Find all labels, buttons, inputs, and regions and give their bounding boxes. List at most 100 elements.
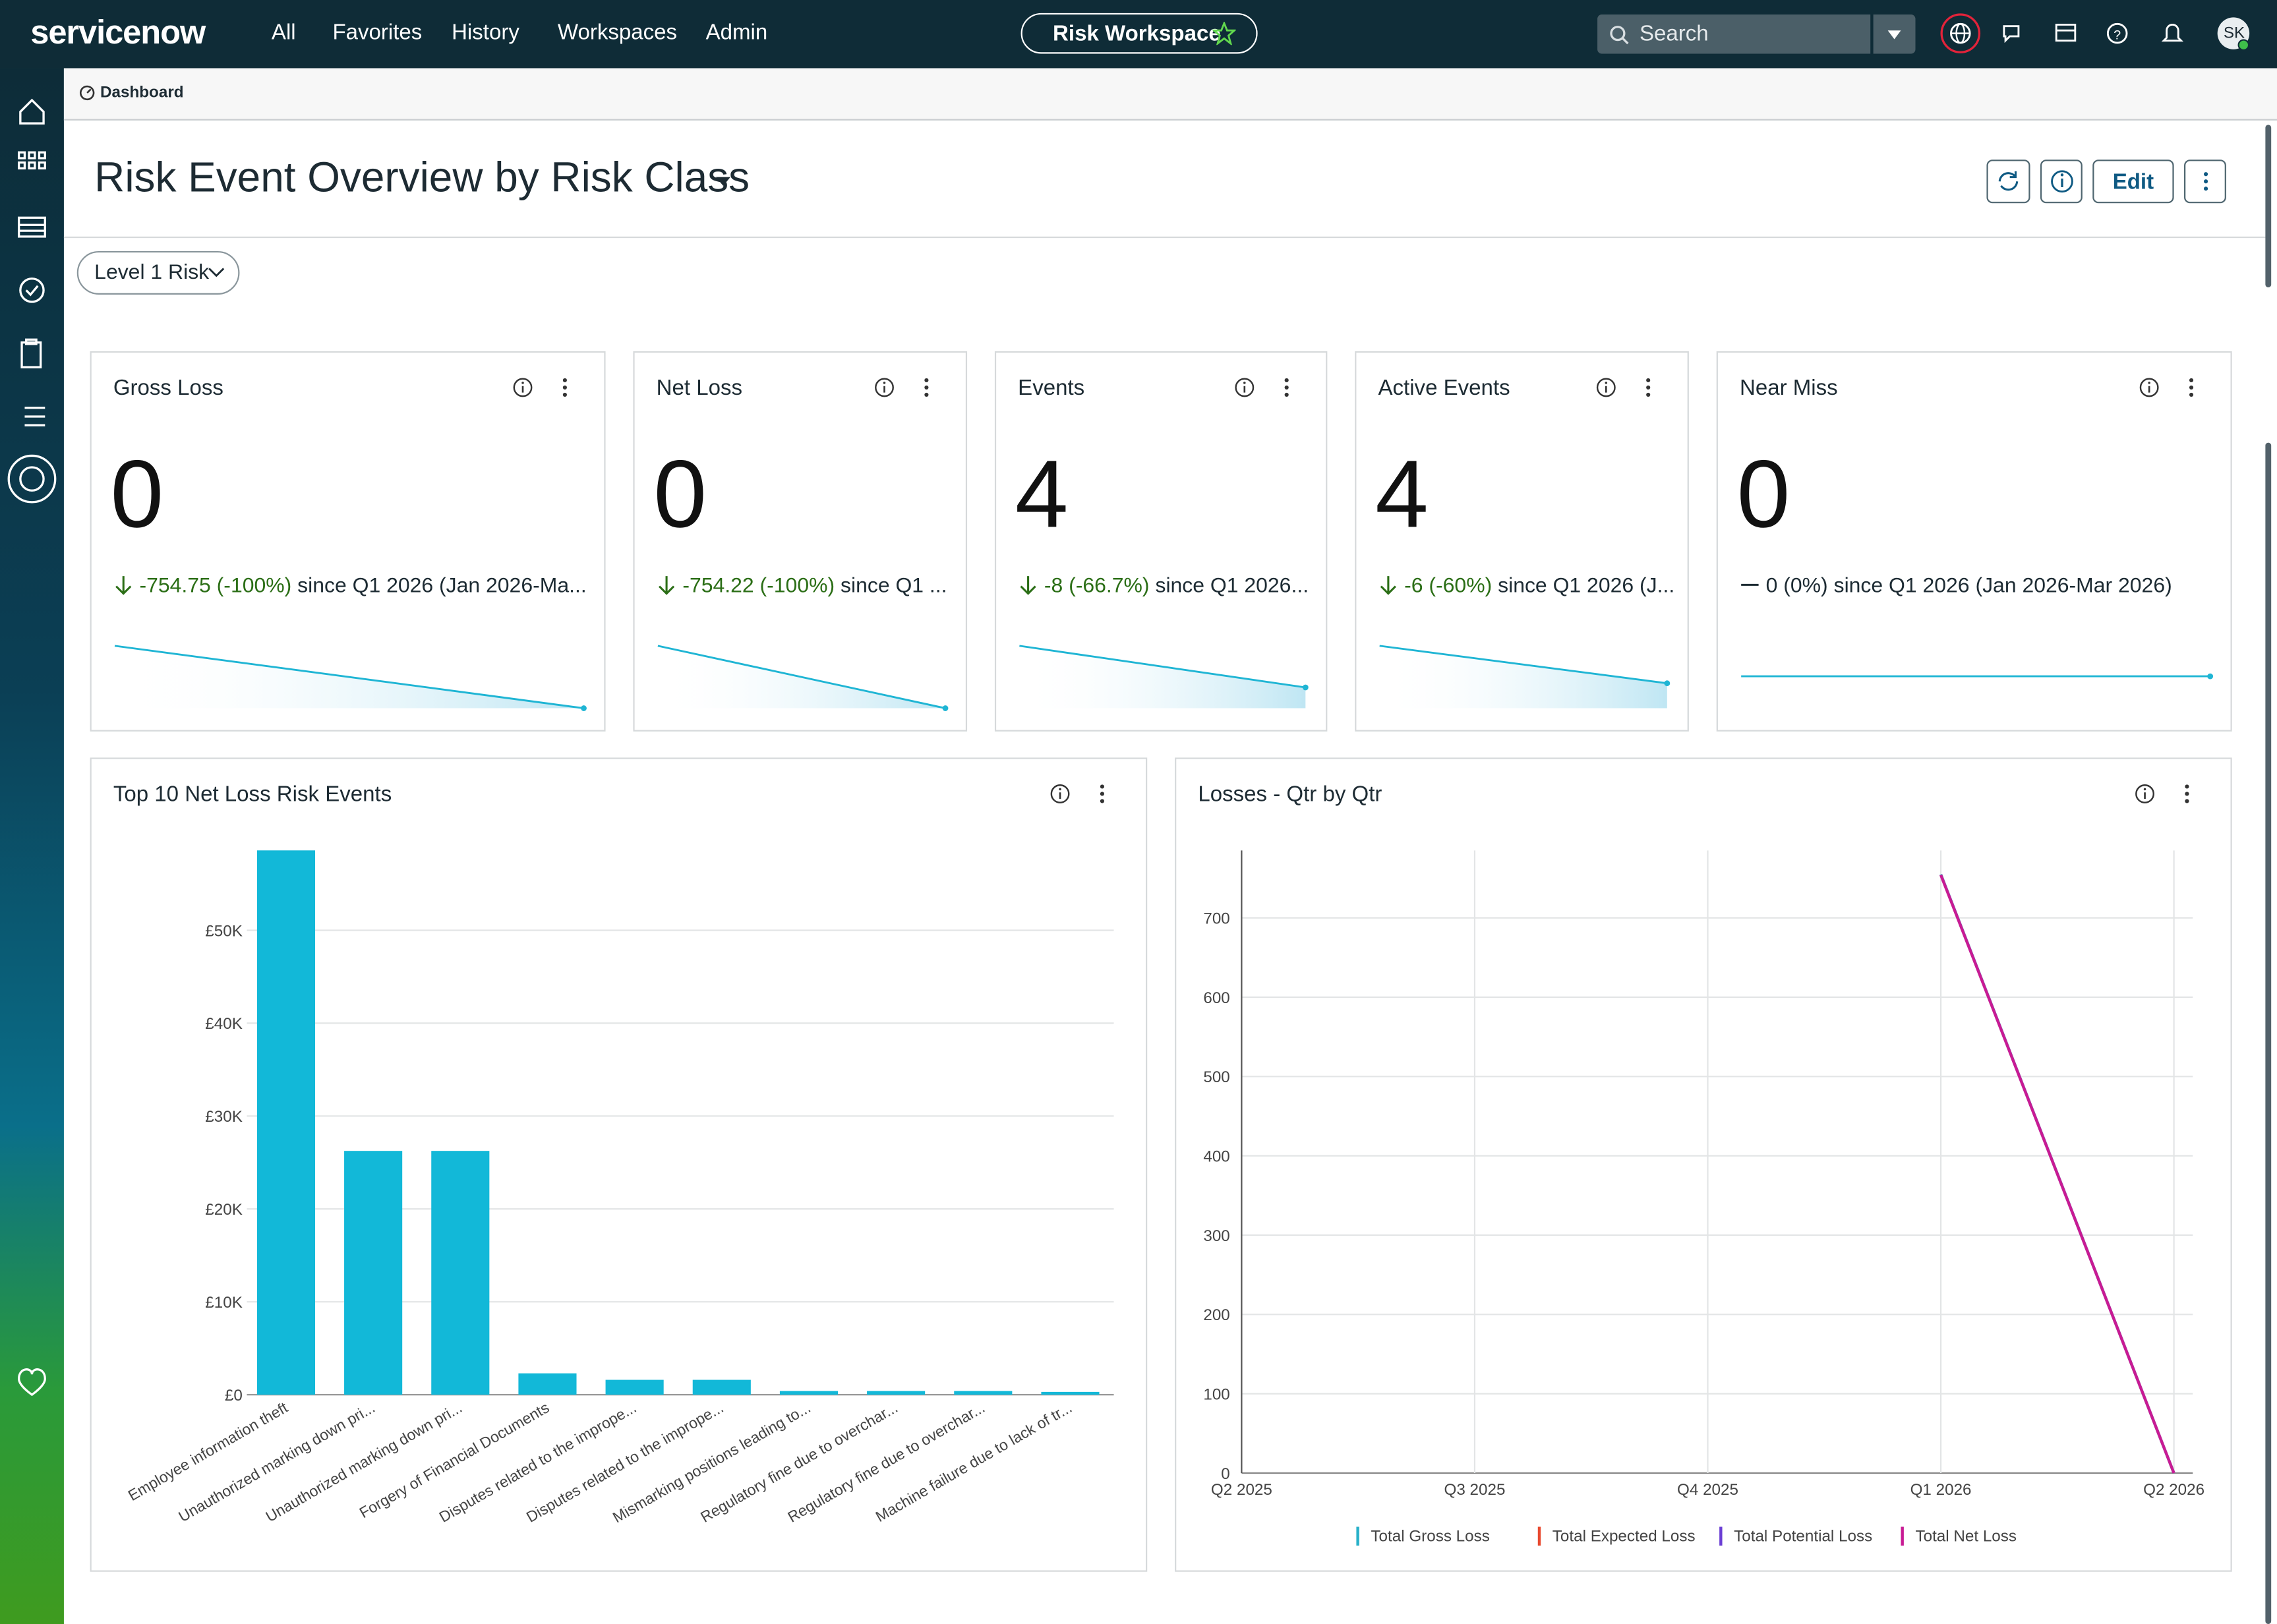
change-period: since Q1 2026 (Jan 2026-Ma... [297,574,587,598]
card-icons[interactable] [1595,373,1667,402]
info-icon [2135,784,2154,803]
arrow [115,576,132,595]
star-icon [1212,22,1236,45]
y-tick-label: £50K [205,922,243,940]
filter-pill[interactable]: Level 1 Risk [76,250,240,295]
y-tick-label: £40K [205,1015,243,1033]
y-tick-label: 500 [1203,1068,1229,1086]
bar [867,1391,926,1395]
title-caret[interactable] [715,174,732,188]
card-icons[interactable] [2138,373,2210,402]
more-dot [562,378,567,382]
more-button[interactable] [2184,160,2226,204]
info-icon-dot [1059,788,1061,791]
page-title: Risk Event Overview by Risk Class [94,155,750,202]
card-icons[interactable] [1048,779,1121,808]
info-icon [2051,170,2073,193]
nav-item[interactable]: All [271,20,296,45]
card-icons[interactable] [1233,373,1305,402]
bar [605,1379,664,1395]
more-dot [1646,385,1651,390]
sparkline-end [942,705,949,711]
info-icon [1596,378,1616,397]
down-arrow [1380,576,1396,595]
more-dot [2189,378,2194,382]
sparkline [114,645,587,711]
caret [1887,30,1901,40]
card-icons[interactable] [511,373,583,402]
nav-item[interactable]: Favorites [332,20,423,45]
bar [954,1391,1013,1395]
legend-label: Total Expected Loss [1552,1527,1696,1545]
info-icon-dot [2143,788,2146,791]
breadcrumb[interactable]: Dashboard [100,84,184,102]
sparkline-area [1379,645,1667,709]
change-period: since Q1 2026... [1155,574,1309,598]
side-icons[interactable] [0,68,64,1624]
header-icons[interactable]: ? [1932,0,2277,68]
more-dot [1646,392,1651,397]
change-value: -754.22 (-100%) [682,574,835,598]
sparkline-line [1019,645,1306,689]
kpi-card: Gross Loss 0 -754.75 (-100%) since Q1 2026… [90,351,606,732]
x-tick-label: Q2 2026 [2143,1481,2204,1499]
change-value: -6 (-60%) [1404,574,1493,598]
scrollbar[interactable] [2265,125,2272,287]
nav-item[interactable]: Admin [705,20,768,45]
flat-dash [1741,583,1759,586]
workspace-pill[interactable]: Risk Workspace [1020,13,1258,54]
logo[interactable]: servicenow [30,13,206,51]
kpi-value: 0 [1736,440,1790,548]
info-icon-dot [1605,382,1608,384]
more-dot [924,385,929,390]
info-icon-dot [883,382,886,384]
nav-item[interactable]: Workspaces [557,20,678,45]
card-icons[interactable] [2133,779,2206,808]
scrollbar-inner[interactable] [2265,442,2272,1624]
more-dot [2185,784,2189,789]
kpi-value: 4 [1015,440,1069,548]
card-icons[interactable] [873,373,945,402]
sparkline-line [114,645,584,709]
sparkline-line [1379,645,1668,685]
refresh-icon [1998,171,2019,191]
kpi-card: Net Loss 0 -754.22 (-100%) since Q1 ... [633,351,968,732]
kpi-card: Active Events 4 -6 (-60%) since Q1 2026 (J… [1355,351,1689,732]
y-tick-label: 100 [1203,1385,1229,1403]
chart-card: Losses - Qtr by Qtr [1175,757,2232,1572]
kpi-change: -6 (-60%) since Q1 2026 (J... [1378,575,1674,598]
y-tick-label: 600 [1203,989,1229,1007]
bar [344,1151,403,1395]
nav-item[interactable]: History [452,20,519,45]
more-dot [2185,799,2189,803]
info-button[interactable] [2040,160,2083,204]
legend-label: Total Net Loss [1916,1527,2017,1545]
search-dropdown[interactable] [1873,14,1916,54]
edit-button[interactable]: Edit [2092,160,2174,204]
kpi-value: 0 [653,440,707,548]
kpi-title: Active Events [1378,376,1510,401]
search-box[interactable]: Search [1597,14,1871,54]
refresh-button[interactable] [1986,160,2030,204]
kpi-change: -754.75 (-100%) since Q1 2026 (Jan 2026-… [113,575,587,598]
info-icon-dot [2148,382,2150,384]
x-tick-label: Q1 2026 [1910,1481,1972,1499]
kpi-card: Events 4 -8 (-66.7%) since Q1 2026... [994,351,1328,732]
kpi-title: Near Miss [1739,376,1838,401]
sparkline-end [1302,684,1309,691]
legend-label: Total Potential Loss [1734,1527,1872,1545]
info-icon [513,378,533,397]
kpi-title: Events [1018,376,1085,401]
filter-caret [208,268,225,277]
kpi-value: 4 [1375,440,1429,548]
info-icon [1050,784,1070,803]
x-tick-label: Q2 2025 [1211,1481,1272,1499]
x-tick-label: Employee information theft [125,1399,291,1504]
top-bar: servicenow All Favorites History Workspa… [0,0,2277,69]
kpi-card: Near Miss 0 0 (0%) since Q1 2026 (Jan 2026… [1716,351,2232,732]
divider [63,236,2266,239]
change-value: -754.75 (-100%) [139,574,292,598]
info-icon-dot [521,382,524,384]
